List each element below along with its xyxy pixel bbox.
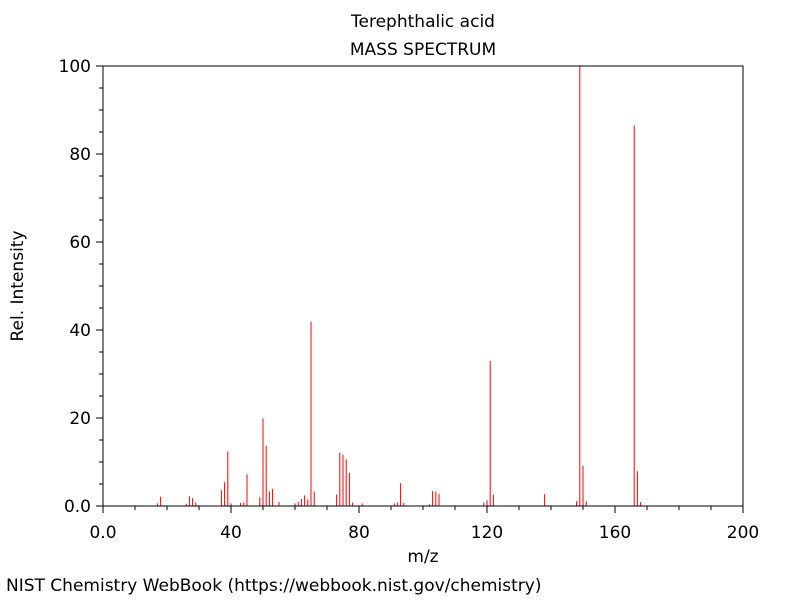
y-tick-label: 20: [69, 409, 91, 429]
y-tick-label: 40: [69, 321, 91, 341]
x-tick-label: 120: [471, 523, 503, 543]
x-tick-label: 40: [220, 523, 242, 543]
x-tick-label: 80: [348, 523, 370, 543]
y-tick-label: 80: [69, 145, 91, 165]
x-axis: 0.0 40 80 120 160 200: [89, 506, 759, 543]
y-axis-label: Rel. Intensity: [8, 230, 28, 341]
y-tick-label: 100: [59, 57, 91, 77]
source-credit: NIST Chemistry WebBook (https://webbook.…: [6, 576, 542, 596]
x-tick-label: 160: [599, 523, 631, 543]
y-axis: 0.0 20 40 60 80 100: [59, 57, 103, 517]
chart-title: Terephthalic acid: [350, 12, 495, 32]
chart-subtitle: MASS SPECTRUM: [350, 40, 496, 60]
x-axis-label: m/z: [407, 547, 438, 567]
plot-frame: [102, 65, 744, 507]
peaks-layer: [156, 66, 642, 506]
y-tick-label: 0.0: [64, 497, 91, 517]
x-tick-label: 0.0: [89, 523, 116, 543]
y-tick-label: 60: [69, 233, 91, 253]
x-tick-label: 200: [727, 523, 759, 543]
